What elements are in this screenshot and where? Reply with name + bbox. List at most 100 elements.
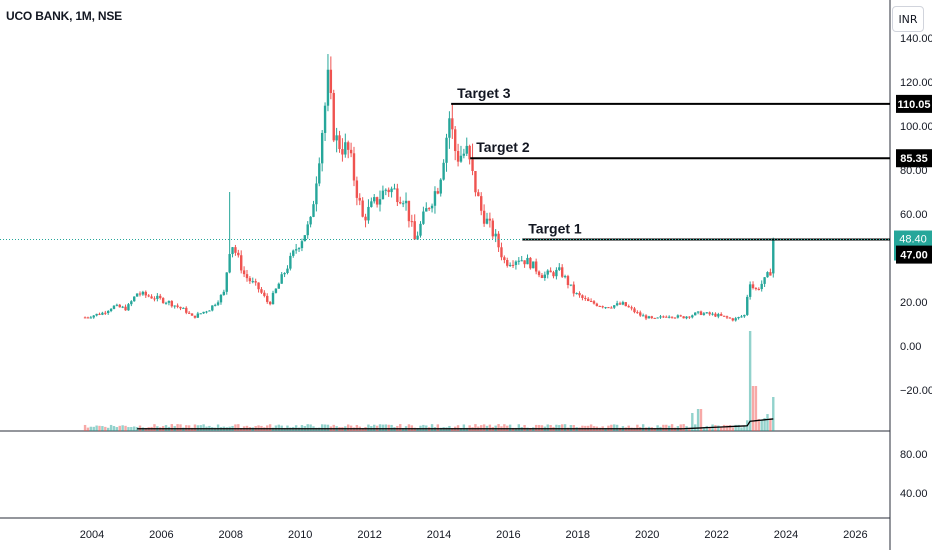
candle-body — [318, 163, 321, 184]
volume-bar — [480, 425, 483, 431]
candle-body — [358, 197, 361, 201]
volume-bar — [381, 424, 385, 431]
target-price-tag — [896, 94, 932, 113]
candle-body — [329, 69, 333, 93]
candle-body — [248, 278, 252, 282]
candle-body — [592, 301, 596, 304]
time-tick-label: 2022 — [704, 529, 728, 541]
candle-body — [511, 264, 515, 266]
candle-body — [370, 201, 373, 207]
candle-body — [763, 277, 766, 284]
candle-body — [344, 142, 347, 155]
volume-bar — [740, 427, 743, 431]
candle-body — [159, 295, 162, 299]
candle-body — [92, 315, 95, 318]
candle-body — [717, 314, 720, 317]
candle-body — [688, 316, 691, 318]
candle-body — [153, 298, 156, 300]
volume-bar — [772, 397, 775, 431]
currency-button[interactable]: INR — [892, 6, 924, 32]
target-levels: Target 3 110.05 Target 2 85.35 Target 1 48.40… — [0, 85, 932, 264]
volume-bar — [610, 424, 613, 431]
volume-bar — [682, 424, 685, 431]
volume-bar — [86, 427, 90, 431]
candle-body — [254, 281, 257, 283]
ticker-title: UCO BANK, 1M, NSE — [6, 9, 122, 23]
volume-bar — [670, 424, 674, 431]
volume-bar — [268, 424, 272, 431]
candle-body — [644, 315, 648, 319]
candle-body — [294, 249, 298, 251]
candle-body — [517, 260, 521, 262]
candle-body — [743, 314, 746, 317]
candle-body — [401, 203, 405, 205]
target-level-label: Target 1 — [528, 221, 582, 237]
volume-bar — [133, 426, 136, 431]
volume-bar — [604, 427, 607, 431]
volume-bar — [665, 424, 668, 431]
candle-body — [150, 296, 153, 299]
candle-body — [251, 281, 254, 283]
volume-bar — [347, 424, 350, 431]
target-level-label: Target 3 — [457, 85, 511, 101]
candle-body — [89, 317, 93, 319]
candle-body — [190, 313, 194, 316]
time-axis[interactable]: 2004 2006 2008 2010 2012 2014 2016 2018 2020 2022… — [80, 529, 868, 541]
volume-ma-polyline — [137, 418, 774, 430]
candle-body — [552, 272, 555, 277]
volume-bar — [401, 427, 405, 431]
candle-body — [384, 189, 387, 191]
prev-close-label: 47.00 — [900, 250, 928, 262]
time-tick-label: 2008 — [219, 529, 243, 541]
candle-body — [667, 316, 671, 318]
candle-body — [734, 318, 737, 321]
candle-body — [193, 315, 197, 318]
volume-bar — [202, 424, 205, 431]
candles — [83, 54, 775, 322]
candle-body — [234, 247, 237, 253]
volume-bar — [766, 414, 769, 431]
candle-body — [679, 315, 682, 317]
candle-body — [575, 293, 578, 295]
volume-bar — [529, 427, 532, 431]
candle-body — [315, 183, 318, 205]
candle-body — [375, 197, 379, 205]
time-tick-label: 2012 — [357, 529, 381, 541]
price-axis[interactable]: 140.00 120.00 100.00 80.00 60.00 20.00 0.00 −20… — [900, 33, 932, 500]
candle-body — [503, 257, 506, 261]
candle-body — [482, 210, 486, 224]
volume-bar — [482, 424, 486, 431]
candle-body — [722, 315, 726, 317]
volume-bar — [300, 425, 304, 431]
candle-body — [216, 302, 220, 305]
volume-bar — [115, 427, 119, 431]
candle-body — [630, 307, 633, 309]
candle-body — [257, 282, 260, 290]
volume-bar — [309, 424, 312, 431]
indicator-tick-label: 40.00 — [900, 488, 928, 500]
volume-bar — [615, 424, 619, 431]
candle-body — [569, 284, 573, 286]
candle-body — [422, 211, 425, 224]
volume-bar — [332, 424, 335, 431]
candle-body — [260, 289, 263, 293]
volume-bar — [462, 424, 466, 431]
candle-body — [240, 255, 243, 271]
time-tick-label: 2004 — [80, 529, 104, 541]
candle-body — [135, 293, 139, 297]
target-price-tag-label: 110.05 — [897, 99, 930, 111]
candle-body — [396, 188, 399, 203]
volume-bar — [416, 427, 419, 431]
candle-body — [598, 305, 601, 307]
candle-body — [725, 316, 729, 318]
candle-body — [297, 248, 301, 250]
candle-body — [335, 135, 338, 141]
candle-body — [708, 312, 711, 315]
candle-body — [728, 317, 732, 319]
candle-body — [445, 137, 448, 163]
candle-body — [543, 274, 547, 278]
price-tick-label: 80.00 — [900, 165, 928, 177]
candle-body — [242, 270, 246, 275]
candle-body — [274, 288, 278, 293]
